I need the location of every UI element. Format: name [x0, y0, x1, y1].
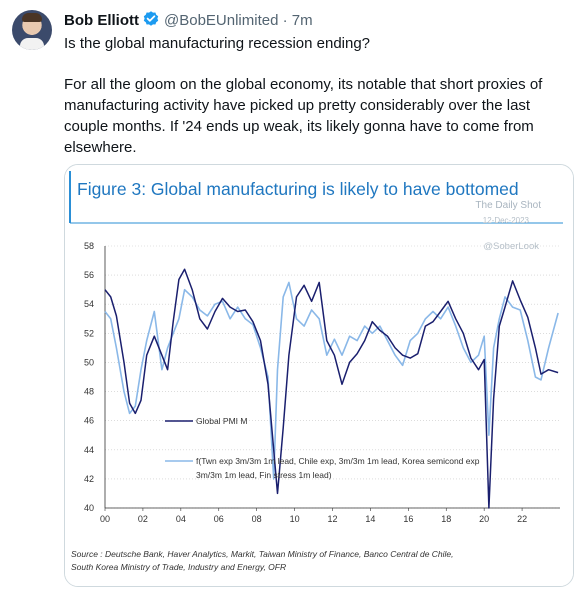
plot-area: 40 42 44 46 48 50 52 54 56 58 00 02 04 06 08 10 12 14 16 18… — [84, 241, 560, 524]
x-tick-label: 10 — [290, 514, 300, 524]
legend-label-1: Global PMI M — [196, 416, 248, 426]
y-tick-label: 54 — [84, 299, 94, 309]
x-tick-label: 22 — [517, 514, 527, 524]
author-handle[interactable]: @BobEUnlimited — [164, 12, 279, 29]
x-tick-label: 12 — [327, 514, 337, 524]
tweet-text: Is the global manufacturing recession en… — [64, 33, 569, 158]
y-tick-label: 42 — [84, 474, 94, 484]
legend-label-2b: 3m/3m 1m lead, Fin stress 1m lead) — [196, 470, 332, 480]
y-tick-label: 48 — [84, 387, 94, 397]
chart-figure: Figure 3: Global manufacturing is likely… — [65, 165, 573, 586]
author-name[interactable]: Bob Elliott — [64, 12, 139, 29]
watermark-line2: 12-Dec-2023 — [483, 216, 530, 225]
y-tick-label: 44 — [84, 445, 94, 455]
tweet-header: Bob Elliott @BobEUnlimited · 7m — [64, 10, 313, 34]
x-tick-label: 00 — [100, 514, 110, 524]
x-tick-label: 16 — [403, 514, 413, 524]
x-tick-label: 02 — [138, 514, 148, 524]
separator-dot: · — [282, 12, 288, 29]
tweet-time[interactable]: 7m — [291, 12, 313, 29]
x-tick-label: 14 — [365, 514, 375, 524]
avatar-shirt — [20, 38, 44, 50]
y-tick-label: 58 — [84, 241, 94, 251]
watermark-handle: @SoberLook — [483, 241, 539, 252]
attached-image[interactable]: Figure 3: Global manufacturing is likely… — [64, 164, 574, 587]
tweet-paragraph-1: Is the global manufacturing recession en… — [64, 35, 371, 52]
x-tick-label: 04 — [176, 514, 186, 524]
watermark-line1: The Daily Shot — [475, 200, 541, 211]
y-tick-label: 46 — [84, 416, 94, 426]
tweet-paragraph-2: For all the gloom on the global economy,… — [64, 76, 543, 156]
series-line-1 — [104, 268, 559, 509]
y-tick-label: 52 — [84, 328, 94, 338]
verified-badge-icon — [142, 10, 160, 34]
figure-title: Figure 3: Global manufacturing is likely… — [77, 179, 519, 199]
avatar-hair — [22, 13, 42, 22]
y-tick-label: 40 — [84, 503, 94, 513]
x-tick-label: 08 — [252, 514, 262, 524]
y-tick-label: 56 — [84, 270, 94, 280]
source-line2: South Korea Ministry of Trade, Industry … — [71, 562, 286, 572]
legend-label-2a: f(Twn exp 3m/3m 1m lead, Chile exp, 3m/3… — [196, 456, 480, 466]
figure-background — [65, 165, 573, 586]
x-tick-label: 18 — [441, 514, 451, 524]
x-tick-label: 06 — [214, 514, 224, 524]
x-tick-label: 20 — [479, 514, 489, 524]
avatar[interactable] — [12, 10, 52, 50]
source-line1: Source : Deutsche Bank, Haver Analytics,… — [71, 549, 454, 559]
y-tick-label: 50 — [84, 357, 94, 367]
